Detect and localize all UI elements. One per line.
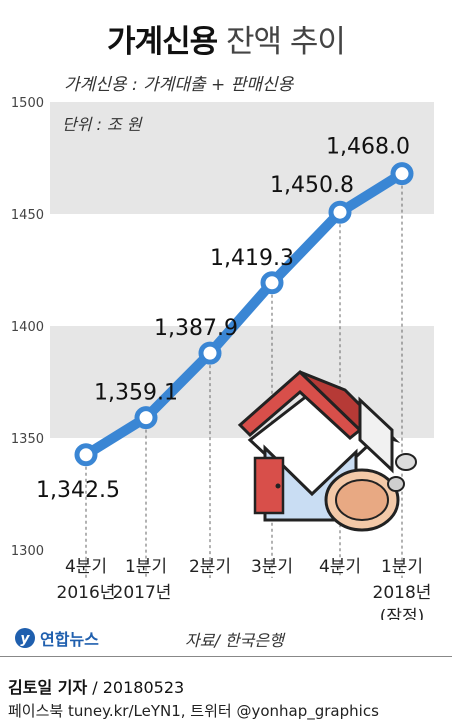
reporter-name: 김토일 기자 <box>8 678 88 697</box>
logo: y 연합뉴스 <box>14 626 99 650</box>
x-axis-labels: 4분기 2016년 1분기 2017년 2분기 3분기 4분기 1분기 2018년 (잠정) <box>57 557 432 620</box>
footer-divider <box>0 656 452 657</box>
chart-title: 가계신용 잔액 추이 <box>0 16 452 61</box>
value-label: 1,468.0 <box>326 135 410 160</box>
title-rest: 잔액 추이 <box>226 24 346 60</box>
x-year-label: 2016년 <box>57 583 116 603</box>
yonhap-logo-icon: y <box>15 628 35 648</box>
data-point <box>74 443 98 467</box>
x-tick-label: 3분기 <box>251 557 293 577</box>
x-year-label: 2018년 <box>373 583 432 603</box>
svg-text:y: y <box>20 631 30 647</box>
value-label: 1,359.1 <box>94 381 178 406</box>
data-point <box>390 162 414 186</box>
reporter-credit: 김토일 기자 / 20180523 <box>8 674 184 698</box>
data-points <box>74 162 414 467</box>
data-point <box>198 341 222 365</box>
data-point <box>328 200 352 224</box>
series-line <box>81 168 407 460</box>
social-links: 페이스북 tuney.kr/LeYN1, 트위터 @yonhap_graphic… <box>8 702 379 720</box>
value-label: 1,419.3 <box>210 246 294 271</box>
title-bold: 가계신용 <box>107 24 218 60</box>
vertical-guides <box>85 173 403 578</box>
data-point <box>260 271 284 295</box>
y-tick-label: 1350 <box>11 432 44 447</box>
y-axis: 1300 1350 1400 1450 1500 <box>11 96 44 559</box>
logo-text: 연합뉴스 <box>40 630 99 649</box>
x-tick-label: 2분기 <box>189 557 231 577</box>
value-label: 1,387.9 <box>154 316 238 341</box>
x-tick-label: 1분기 <box>381 557 423 577</box>
y-tick-label: 1450 <box>11 208 44 223</box>
unit-label: 단위 : 조 원 <box>62 115 143 134</box>
coin-icon <box>324 453 417 532</box>
x-year-label: 2017년 <box>113 583 172 603</box>
x-tick-label: 1분기 <box>125 557 167 577</box>
source-note: 자료/ 한국은행 <box>185 631 284 650</box>
x-note-label: (잠정) <box>380 607 425 620</box>
y-tick-label: 1400 <box>11 320 44 335</box>
series-polyline <box>81 168 407 460</box>
data-point <box>134 406 158 430</box>
value-labels: 1,342.5 1,359.1 1,387.9 1,419.3 1,450.8 1,468… <box>36 135 410 503</box>
value-label: 1,450.8 <box>270 173 354 198</box>
x-tick-label: 4분기 <box>65 557 107 577</box>
y-tick-label: 1300 <box>11 544 44 559</box>
x-tick-label: 4분기 <box>319 557 361 577</box>
line-chart: 1300 1350 1400 1450 1500 1,342.5 1,359.1 1,387… <box>11 96 434 620</box>
house-illustration <box>237 369 401 522</box>
formula-note: 가계신용 : 가계대출 + 판매신용 <box>64 75 294 95</box>
reporter-date: / 20180523 <box>87 678 185 697</box>
value-label: 1,342.5 <box>36 478 120 503</box>
y-tick-label: 1500 <box>11 96 44 111</box>
